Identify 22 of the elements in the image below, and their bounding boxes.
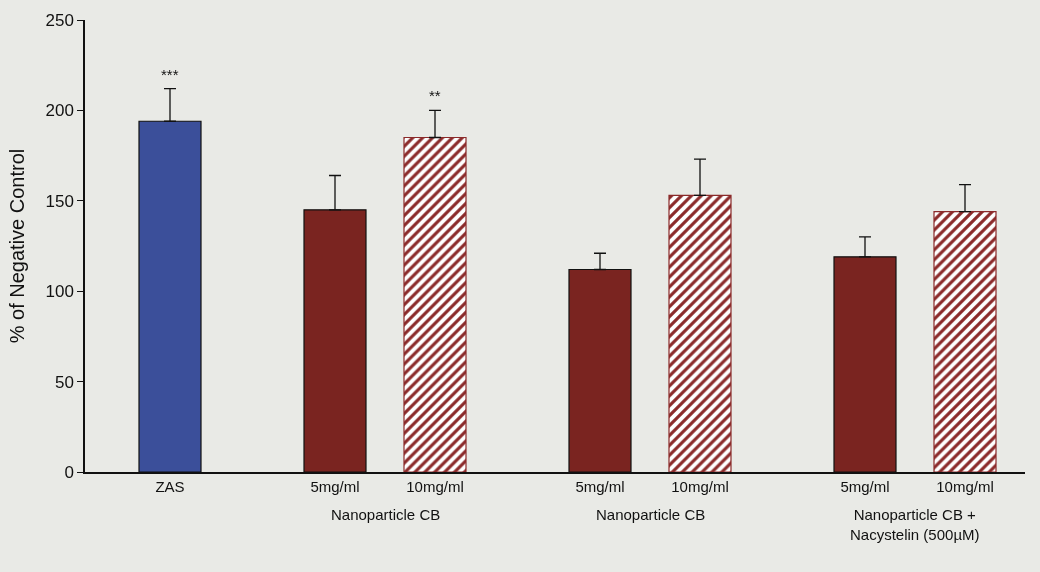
text: Nanoparticle CB + Nacystelin (500µM) xyxy=(850,506,980,543)
bar xyxy=(933,211,997,472)
y-tick-label: 250 xyxy=(45,10,74,30)
x-tick-label: 10mg/ml xyxy=(936,477,994,495)
y-tick-label: 150 xyxy=(45,191,74,211)
y-axis-title: % of Negative Control xyxy=(6,148,29,344)
y-tick-label: 100 xyxy=(45,282,74,302)
y-tick-label: 200 xyxy=(45,101,74,121)
data-label: ** xyxy=(429,87,441,104)
y-tick-label: 0 xyxy=(64,462,74,482)
text: Nanoparticle CB xyxy=(596,506,706,523)
bar xyxy=(403,136,467,472)
data-label: *** xyxy=(161,66,179,83)
x-tick-label: 5mg/ml xyxy=(310,477,360,495)
x-tick-label: 5mg/ml xyxy=(575,477,625,495)
x-tick-label: 10mg/ml xyxy=(406,477,464,495)
x-tick-label: ZAS xyxy=(155,477,185,495)
y-tick-label: 50 xyxy=(54,372,74,392)
bar xyxy=(668,194,732,472)
x-tick-label: 5mg/ml xyxy=(840,477,890,495)
text: Nanoparticle CB xyxy=(331,506,441,523)
x-tick-label: 10mg/ml xyxy=(671,477,729,495)
